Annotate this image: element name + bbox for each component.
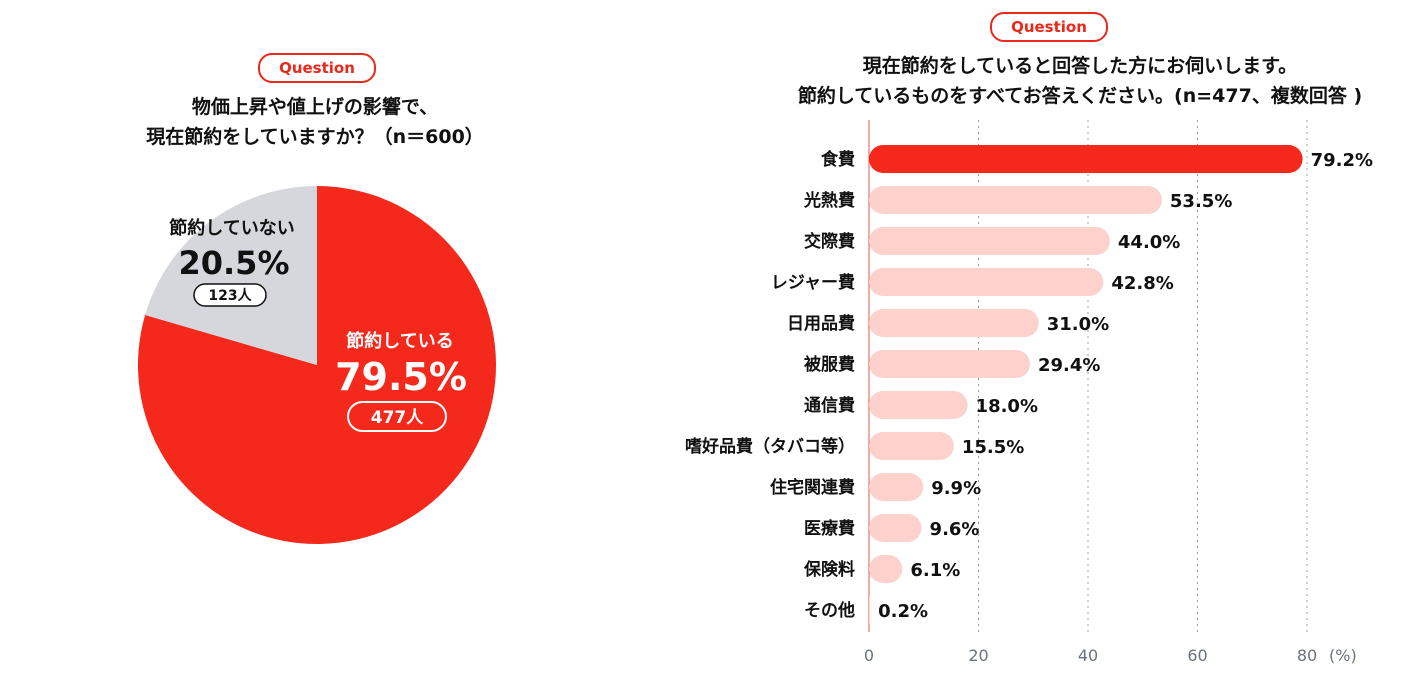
bar-category-label: その他 (804, 600, 855, 621)
bar-category-label: レジャー費 (771, 272, 855, 293)
right-title-line1: 現在節約をしていると回答した方にお伺いします。 (862, 55, 1298, 77)
pie-slice-1-count-pill (193, 283, 267, 307)
x-tick-label: 40 (1078, 646, 1098, 665)
bar-category-label: 通信費 (804, 395, 855, 416)
bar-value-label: 6.1% (910, 560, 960, 581)
bar-category-label: 被服費 (804, 354, 855, 375)
bar-7 (869, 432, 954, 460)
bar-category-label: 保険料 (803, 559, 855, 580)
bar-1 (869, 186, 1162, 214)
bar-category-label: 嗜好品費（タバコ等） (685, 436, 855, 457)
bar-category-label: 医療費 (804, 518, 855, 539)
bar-9 (869, 514, 922, 542)
bar-value-label: 53.5% (1170, 191, 1232, 212)
bar-value-label: 18.0% (976, 396, 1038, 417)
pie-slice-1-percent: 20.5% (178, 244, 289, 282)
bar-4 (869, 309, 1039, 337)
pie-slice-1-label: 節約していない (169, 217, 294, 239)
bar-category-label: 交際費 (804, 231, 855, 252)
right-question-title: 現在節約をしていると回答した方にお伺いします。 節約しているものをすべてお答えく… (700, 51, 1427, 111)
bar-value-label: 9.6% (930, 519, 980, 540)
bar-3 (869, 268, 1104, 296)
bar-6 (869, 391, 968, 419)
bar-value-label: 0.2% (878, 601, 928, 622)
x-tick-label: 20 (968, 646, 988, 665)
pie-slice-0-label: 節約している (346, 330, 453, 352)
pie-slice-0-count-pill (347, 401, 447, 432)
bar-11 (869, 596, 871, 624)
x-tick-label: 60 (1187, 646, 1207, 665)
pie-slice-1 (145, 186, 317, 365)
bar-category-label: 光熱費 (803, 190, 855, 211)
bar-5 (869, 350, 1030, 378)
bar-value-label: 42.8% (1111, 273, 1173, 294)
bar-8 (869, 473, 924, 501)
bar-value-label: 29.4% (1038, 355, 1100, 376)
pie-slice-0 (138, 186, 497, 544)
bar-value-label: 31.0% (1047, 314, 1109, 335)
left-title-line1: 物価上昇や値上げの影響で、 (191, 96, 439, 118)
bar-category-label: 食費 (821, 149, 855, 170)
bar-category-label: 住宅関連費 (770, 477, 855, 498)
left-question-badge: Question (258, 53, 376, 83)
bar-10 (869, 555, 903, 583)
x-tick-label: 0 (864, 646, 874, 665)
bar-0 (869, 145, 1303, 173)
right-title-line2: 節約しているものをすべてお答えください。(n=477、複数回答 ) (797, 85, 1363, 107)
pie-chart: 節約している 79.5% 477人 節約していない 20.5% 123人 (138, 186, 497, 544)
pie-slice-0-percent: 79.5% (335, 355, 467, 399)
x-tick-label: 80 (1297, 646, 1317, 665)
right-question-badge: Question (990, 12, 1108, 42)
x-axis-unit: (%) (1329, 646, 1357, 665)
pie-slice-0-count: 477人 (371, 408, 424, 428)
bar-category-label: 日用品費 (787, 313, 855, 334)
bar-value-label: 15.5% (962, 437, 1024, 458)
left-title-line2: 現在節約をしていますか？（n＝600） (146, 126, 484, 148)
bar-value-label: 9.9% (931, 478, 981, 499)
bar-value-label: 79.2% (1311, 150, 1373, 171)
left-question-title: 物価上昇や値上げの影響で、 現在節約をしていますか？（n＝600） (120, 92, 510, 152)
pie-slice-1-count: 123人 (208, 287, 252, 304)
bar-2 (869, 227, 1110, 255)
bar-value-label: 44.0% (1118, 232, 1180, 253)
